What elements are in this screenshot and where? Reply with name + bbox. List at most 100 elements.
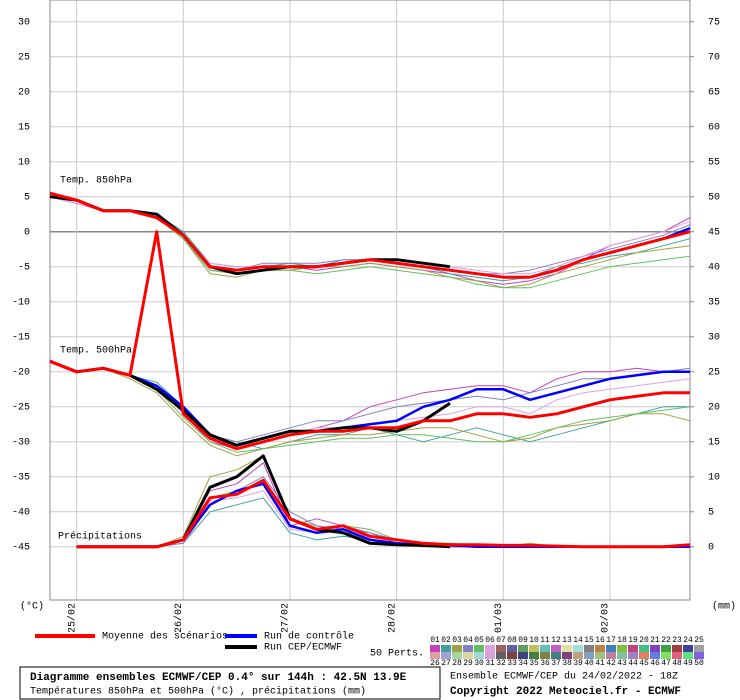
member-label: 42 <box>606 659 616 668</box>
y2-tick-label: 15 <box>708 437 720 448</box>
member-label: 27 <box>441 659 451 668</box>
y-tick-label: 20 <box>18 87 30 98</box>
member-label: 07 <box>496 636 506 645</box>
y2-tick-label: 20 <box>708 402 720 413</box>
member-swatch <box>694 652 704 659</box>
y-unit: (°C) <box>20 601 44 613</box>
y2-tick-label: 10 <box>708 472 720 483</box>
member-line <box>49 360 691 443</box>
member-swatch <box>430 645 440 652</box>
variable-label: Précipitations <box>58 531 142 543</box>
member-label: 40 <box>584 659 594 668</box>
footer-subtitle: Températures 850hPa et 500hPa (°C) , pré… <box>30 686 366 698</box>
member-swatch <box>683 652 693 659</box>
y-tick-label: 5 <box>24 192 30 203</box>
member-label: 25 <box>694 636 704 645</box>
series-line <box>49 191 691 279</box>
member-label: 45 <box>639 659 649 668</box>
member-swatch <box>496 645 506 652</box>
member-swatch <box>463 652 473 659</box>
member-swatch <box>573 645 583 652</box>
member-line <box>49 360 691 457</box>
member-label: 15 <box>584 636 594 645</box>
member-label: 41 <box>595 659 605 668</box>
member-label: 01 <box>430 636 440 645</box>
member-swatch <box>529 645 539 652</box>
member-swatch <box>584 645 594 652</box>
y2-tick-label: 55 <box>708 157 720 168</box>
member-line <box>49 196 691 282</box>
member-swatch <box>683 645 693 652</box>
member-label: 09 <box>518 636 528 645</box>
y2-tick-label: 40 <box>708 262 720 273</box>
y2-tick-label: 0 <box>708 542 714 553</box>
member-swatch <box>672 652 682 659</box>
member-swatch <box>562 645 572 652</box>
member-label: 03 <box>452 636 462 645</box>
member-label: 39 <box>573 659 583 668</box>
member-swatch <box>639 645 649 652</box>
member-label: 18 <box>617 636 627 645</box>
member-label: 31 <box>485 659 495 668</box>
member-label: 20 <box>639 636 649 645</box>
y-tick-label: -25 <box>12 402 30 413</box>
member-swatch <box>617 645 627 652</box>
member-swatch <box>496 652 506 659</box>
series-line <box>76 478 691 549</box>
member-swatch <box>606 645 616 652</box>
y-tick-label: 25 <box>18 52 30 63</box>
member-label: 33 <box>507 659 517 668</box>
y-tick-label: 10 <box>18 157 30 168</box>
y-tick-label: -20 <box>12 367 30 378</box>
y-tick-label: -5 <box>18 262 30 273</box>
y-tick-label: -40 <box>12 507 30 518</box>
member-line <box>49 192 691 289</box>
member-label: 49 <box>683 659 693 668</box>
member-label: 37 <box>551 659 561 668</box>
member-swatch <box>694 645 704 652</box>
member-swatch <box>463 645 473 652</box>
member-swatch <box>628 645 638 652</box>
y2-tick-label: 75 <box>708 17 720 28</box>
member-label: 34 <box>518 659 528 668</box>
footer-copyright: Copyright 2022 Meteociel.fr - ECMWF <box>450 686 681 698</box>
y2-unit: (mm) <box>712 601 736 613</box>
member-line <box>76 455 690 548</box>
member-swatch <box>672 645 682 652</box>
member-label: 29 <box>463 659 473 668</box>
y2-tick-label: 50 <box>708 192 720 203</box>
member-label: 24 <box>683 636 693 645</box>
y2-tick-label: 30 <box>708 332 720 343</box>
x-tick-label: 26/02 <box>173 603 185 633</box>
member-label: 23 <box>672 636 682 645</box>
member-swatch <box>628 652 638 659</box>
member-swatch <box>452 645 462 652</box>
y-tick-label: -15 <box>12 332 30 343</box>
member-label: 26 <box>430 659 440 668</box>
member-swatch <box>551 645 561 652</box>
member-label: 38 <box>562 659 572 668</box>
member-swatch <box>595 652 605 659</box>
member-label: 19 <box>628 636 638 645</box>
member-swatch <box>584 652 594 659</box>
member-label: 44 <box>628 659 638 668</box>
y2-tick-label: 35 <box>708 297 720 308</box>
member-swatch <box>430 652 440 659</box>
member-swatch <box>551 652 561 659</box>
y2-tick-label: 5 <box>708 507 714 518</box>
member-label: 11 <box>540 636 550 645</box>
member-swatch <box>562 652 572 659</box>
y2-tick-label: 70 <box>708 52 720 63</box>
y-tick-label: -45 <box>12 542 30 553</box>
y-tick-label: -10 <box>12 297 30 308</box>
variable-label: Temp. 500hPa <box>60 345 132 357</box>
member-label: 35 <box>529 659 539 668</box>
member-swatch <box>606 652 616 659</box>
x-tick-label: 01/03 <box>493 603 505 633</box>
member-label: 10 <box>529 636 539 645</box>
member-label: 48 <box>672 659 682 668</box>
member-swatch <box>573 652 583 659</box>
member-label: 16 <box>595 636 605 645</box>
member-line <box>49 196 691 275</box>
member-swatch <box>529 652 539 659</box>
